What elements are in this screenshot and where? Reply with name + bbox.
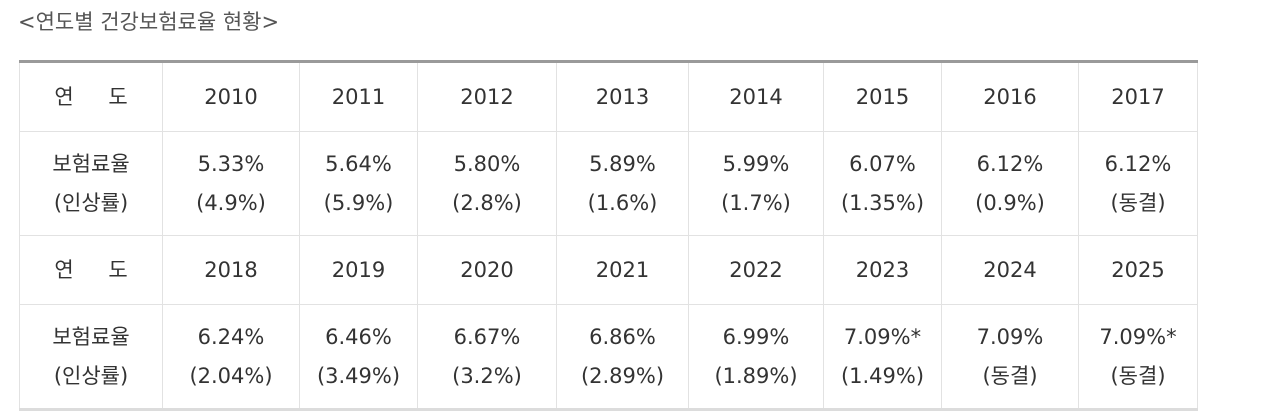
- year-cell: 2023: [823, 235, 942, 305]
- year-cell: 2019: [299, 235, 418, 305]
- rate-value: 7.09%*: [1099, 324, 1177, 349]
- change-value: (2.8%): [452, 190, 522, 215]
- rate-cell: 6.24% (2.04%): [162, 304, 300, 410]
- rate-value: 5.89%: [589, 151, 656, 176]
- year-cell: 2014: [688, 61, 824, 132]
- rate-value: 5.99%: [722, 151, 790, 176]
- rate-label: 보험료율: [52, 324, 130, 349]
- change-value: (1.89%): [714, 363, 798, 388]
- rate-value: 7.09%*: [843, 324, 922, 349]
- year-cell: 2013: [556, 61, 689, 132]
- rate-cell: 5.33% (4.9%): [162, 131, 300, 236]
- change-value: (4.9%): [196, 190, 266, 215]
- rate-cell: 6.07% (1.35%): [823, 131, 942, 236]
- rate-value: 6.24%: [197, 324, 265, 349]
- change-value: (1.6%): [587, 190, 658, 215]
- change-value: (0.9%): [975, 190, 1045, 215]
- rate-label-cell: 보험료율 (인상률): [19, 304, 163, 410]
- rate-value: 5.33%: [197, 151, 265, 176]
- rate-cell: 5.89% (1.6%): [556, 131, 689, 236]
- rate-cell: 7.09%* (1.49%): [823, 304, 942, 410]
- year-cell: 2021: [556, 235, 689, 305]
- year-cell: 2016: [941, 61, 1079, 132]
- rate-cell: 7.09% (동결): [941, 304, 1079, 410]
- change-value: (2.04%): [189, 363, 273, 388]
- year-cell: 2020: [417, 235, 557, 305]
- rate-cell: 6.99% (1.89%): [688, 304, 824, 410]
- change-value: (동결): [1110, 190, 1166, 215]
- insurance-rate-table: 연 도 2010 2011 2012 2013 2014 2015 2016 2017 보험료율 (…: [19, 60, 1198, 411]
- rate-value: 5.64%: [325, 151, 392, 176]
- rate-label-cell: 보험료율 (인상률): [19, 131, 163, 236]
- rate-cell: 6.46% (3.49%): [299, 304, 418, 410]
- year-cell: 2025: [1078, 235, 1198, 305]
- rate-label: 보험료율: [52, 151, 130, 176]
- rate-cell: 7.09%* (동결): [1078, 304, 1198, 410]
- change-value: (동결): [1110, 363, 1166, 388]
- change-value: (동결): [982, 363, 1038, 388]
- rate-cell: 5.99% (1.7%): [688, 131, 824, 236]
- change-value: (1.7%): [721, 190, 791, 215]
- rate-cell: 6.12% (0.9%): [941, 131, 1079, 236]
- rate-cell: 5.80% (2.8%): [417, 131, 557, 236]
- change-value: (5.9%): [323, 190, 394, 215]
- year-row: 연 도 2010 2011 2012 2013 2014 2015 2016 2017: [19, 61, 1198, 132]
- year-row: 연 도 2018 2019 2020 2021 2022 2023 2024 2025: [19, 235, 1198, 305]
- rate-value: 6.12%: [976, 151, 1044, 176]
- year-cell: 2011: [299, 61, 418, 132]
- table-body: 연 도 2010 2011 2012 2013 2014 2015 2016 2017 보험료율 (…: [19, 61, 1198, 410]
- year-cell: 2010: [162, 61, 300, 132]
- rate-value: 6.86%: [589, 324, 656, 349]
- year-cell: 2015: [823, 61, 942, 132]
- rate-value: 6.46%: [325, 324, 392, 349]
- change-value: (2.89%): [580, 363, 665, 388]
- rate-row: 보험료율 (인상률) 6.24% (2.04%) 6.46% (3.49%) 6.67% (3…: [19, 304, 1198, 410]
- year-label-cell: 연 도: [19, 235, 163, 305]
- year-label: 연 도: [54, 257, 142, 282]
- rate-value: 6.07%: [849, 151, 916, 176]
- rate-value: 6.67%: [453, 324, 521, 349]
- year-label-cell: 연 도: [19, 61, 163, 132]
- table-caption: <연도별 건강보험료율 현황>: [18, 10, 280, 34]
- rate-value: 5.80%: [453, 151, 521, 176]
- rate-cell: 6.12% (동결): [1078, 131, 1198, 236]
- rate-value: 6.12%: [1104, 151, 1172, 176]
- rate-value: 6.99%: [722, 324, 790, 349]
- change-label: (인상률): [53, 190, 129, 215]
- year-cell: 2012: [417, 61, 557, 132]
- change-value: (1.49%): [840, 363, 925, 388]
- change-value: (1.35%): [840, 190, 925, 215]
- change-value: (3.2%): [452, 363, 522, 388]
- rate-value: 7.09%: [976, 324, 1044, 349]
- rate-cell: 5.64% (5.9%): [299, 131, 418, 236]
- rate-row: 보험료율 (인상률) 5.33% (4.9%) 5.64% (5.9%) 5.80% (2.8…: [19, 131, 1198, 236]
- year-cell: 2018: [162, 235, 300, 305]
- rate-cell: 6.67% (3.2%): [417, 304, 557, 410]
- change-label: (인상률): [53, 363, 129, 388]
- year-cell: 2024: [941, 235, 1079, 305]
- change-value: (3.49%): [316, 363, 401, 388]
- year-label: 연 도: [54, 84, 142, 109]
- year-cell: 2017: [1078, 61, 1198, 132]
- rate-cell: 6.86% (2.89%): [556, 304, 689, 410]
- year-cell: 2022: [688, 235, 824, 305]
